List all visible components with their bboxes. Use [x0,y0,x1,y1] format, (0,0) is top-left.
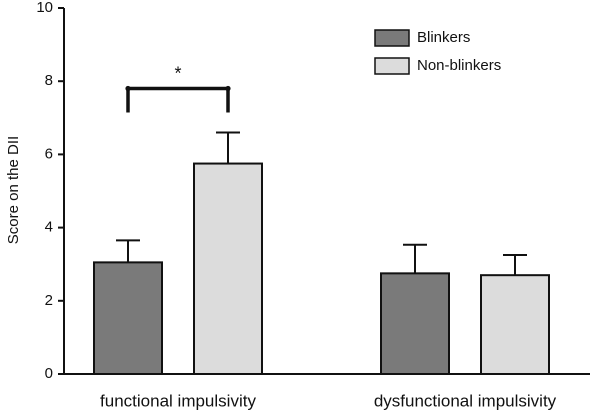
chart-bars [93,131,550,376]
y-tick-label: 6 [45,145,53,162]
y-tick-label: 8 [45,72,53,89]
chart-legend: Blinkers Non-blinkers [374,29,501,75]
bar [480,274,550,375]
x-category-label: functional impulsivity [100,391,256,410]
x-category-label: dysfunctional impulsivity [374,391,557,410]
bar [380,272,450,376]
bar [93,261,163,375]
y-tick-label: 2 [45,292,53,309]
significance-star: * [174,63,181,83]
legend-label: Non-blinkers [417,57,501,74]
y-tick-label: 0 [45,365,53,382]
significance-bracket [126,86,230,113]
y-tick-label: 10 [36,0,53,16]
y-axis-label: Score on the DII [5,136,22,244]
significance-annotation: * [125,63,231,113]
legend-swatch [374,57,410,75]
bracket-end-dot [125,85,131,92]
bracket-end-dot [225,85,231,92]
legend-label: Blinkers [417,29,470,46]
y-tick-label: 4 [45,219,53,236]
legend-swatch [374,29,410,47]
bar [193,162,263,375]
